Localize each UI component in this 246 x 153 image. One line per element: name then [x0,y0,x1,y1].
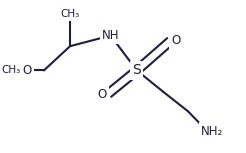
Text: O: O [98,88,107,101]
Text: CH₃: CH₃ [61,9,80,19]
Text: S: S [132,63,141,77]
Text: O: O [23,64,32,77]
Text: O: O [171,34,181,47]
Text: NH₂: NH₂ [201,125,223,138]
Text: NH: NH [102,29,119,42]
Text: CH₃: CH₃ [1,65,21,75]
